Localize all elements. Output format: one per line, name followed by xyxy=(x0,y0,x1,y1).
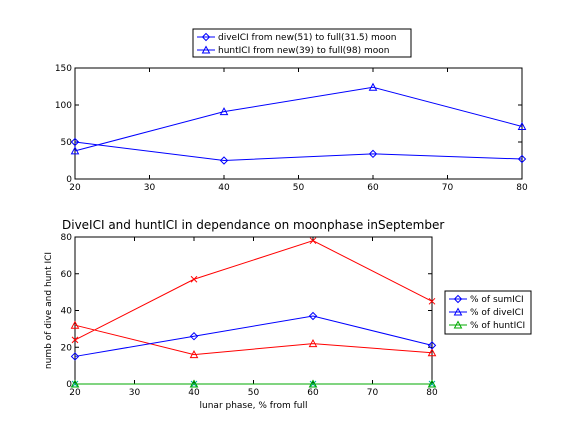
legend-marker xyxy=(453,320,463,329)
legend-marker xyxy=(453,307,463,316)
series-0-point xyxy=(368,149,378,159)
x-tick-label: 50 xyxy=(248,388,260,398)
series-1-point xyxy=(368,82,378,91)
legend-label: huntICI from new(39) to full(98) moon xyxy=(218,46,389,56)
x-tick-label: 80 xyxy=(426,388,438,398)
series-0-point xyxy=(219,156,229,165)
x-axis-label: lunar phase, % from full xyxy=(200,401,308,411)
legend-label: diveICI from new(51) to full(31.5) moon xyxy=(218,33,396,43)
extra-series-0-line xyxy=(74,240,433,341)
y-tick-label: 0 xyxy=(66,175,72,185)
extra-series-0-point xyxy=(428,297,436,305)
series-0-line xyxy=(74,141,523,162)
x-tick-label: 60 xyxy=(307,388,319,398)
series-0-point xyxy=(189,332,199,341)
top-chart: 20 30 40 50 60 70 80 0 50 100 150 diveICI from new(… xyxy=(55,28,528,193)
legend-box xyxy=(192,28,412,58)
extra-series-1-point xyxy=(189,350,199,359)
x-tick-label: 30 xyxy=(144,183,156,193)
y-tick-label: 100 xyxy=(55,101,72,111)
x-tick-label: 40 xyxy=(218,183,230,193)
series-0-point xyxy=(70,352,80,361)
extra-series-0-point xyxy=(309,237,317,245)
y-tick-label: 40 xyxy=(61,307,73,317)
extra-series-1-line xyxy=(74,324,433,356)
extra-series-0-point xyxy=(71,336,79,344)
x-tick-label: 20 xyxy=(69,388,81,398)
plot-area xyxy=(74,67,523,180)
legend-label: % of diveICI xyxy=(470,308,524,318)
series-2-point xyxy=(70,379,80,388)
legend-label: % of huntICI xyxy=(470,321,525,331)
y-tick-label: 50 xyxy=(61,138,73,148)
chart-title: DiveICI and huntICI in dependance on moo… xyxy=(62,218,444,232)
series-1-point xyxy=(70,146,80,155)
extra-series-1-point xyxy=(70,320,80,329)
x-tick-label: 70 xyxy=(367,388,379,398)
series-2-point xyxy=(427,379,437,388)
series-0-point xyxy=(517,154,527,164)
x-tick-label: 30 xyxy=(129,388,141,398)
y-tick-label: 150 xyxy=(55,64,72,74)
series-2-point xyxy=(308,379,318,388)
x-tick-label: 50 xyxy=(293,183,305,193)
plot-area xyxy=(74,236,433,385)
y-tick-label: 60 xyxy=(61,270,73,280)
series-0-point xyxy=(308,311,318,321)
series-1-line xyxy=(74,86,523,152)
series-0-line xyxy=(74,315,433,357)
extra-series-1-point xyxy=(427,348,437,357)
series-1-point xyxy=(517,121,527,130)
y-tick-label: 20 xyxy=(61,343,73,353)
x-tick-label: 60 xyxy=(367,183,379,193)
series-1-point xyxy=(219,107,229,116)
legend: % of sumICI % of diveICI % of huntICI xyxy=(444,290,532,335)
x-tick-label: 20 xyxy=(69,183,81,193)
legend-label: % of sumICI xyxy=(470,295,524,305)
y-tick-label: 80 xyxy=(61,233,73,243)
extra-series-1-point xyxy=(308,339,318,348)
legend-marker xyxy=(201,32,211,42)
series-0-point xyxy=(427,341,437,350)
legend-marker xyxy=(453,294,463,304)
x-tick-label: 40 xyxy=(188,388,200,398)
series-0-point xyxy=(70,137,80,147)
x-tick-label: 80 xyxy=(516,183,528,193)
legend: diveICI from new(51) to full(31.5) moon h… xyxy=(192,28,412,58)
extra-series-0-point xyxy=(190,275,198,283)
x-tick-label: 70 xyxy=(442,183,454,193)
y-axis-label: numb of dive and hunt ICI xyxy=(44,252,54,369)
y-tick-label: 0 xyxy=(66,380,72,390)
series-2-point xyxy=(189,379,199,388)
legend-marker xyxy=(201,45,211,54)
